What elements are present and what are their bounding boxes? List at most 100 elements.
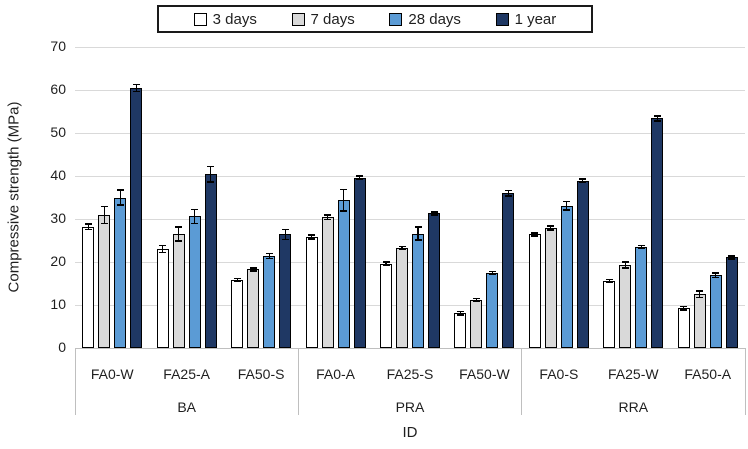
group-label-BA: BA bbox=[177, 399, 196, 415]
legend-item: 28 days bbox=[389, 11, 461, 28]
gridline bbox=[75, 218, 745, 220]
x-axis-title: ID bbox=[402, 424, 418, 441]
bar-28-days-FA0-S bbox=[560, 205, 573, 348]
error-bar-line bbox=[252, 267, 254, 271]
error-bar-line bbox=[507, 190, 510, 196]
legend-label: 1 year bbox=[514, 10, 557, 28]
x-axis-line bbox=[75, 348, 745, 349]
error-bar-cap-top bbox=[504, 189, 512, 192]
legend: 3 days 7 days 28 days 1 year bbox=[157, 5, 593, 33]
error-bar-line bbox=[103, 206, 105, 224]
bar-3-days-FA0-A bbox=[305, 237, 318, 348]
error-bar-cap-top bbox=[100, 205, 108, 208]
category-label-FA50-S: FA50-S bbox=[237, 366, 285, 382]
error-bar-line bbox=[135, 84, 137, 92]
error-bar-line bbox=[491, 271, 494, 275]
error-bar-cap-top bbox=[414, 226, 422, 228]
error-bar-cap-top bbox=[712, 272, 720, 274]
category-label-FA50-A: FA50-A bbox=[684, 366, 732, 382]
error-bar-line bbox=[417, 227, 419, 241]
group-label-PRA: PRA bbox=[395, 399, 425, 415]
legend-swatch-icon bbox=[291, 12, 305, 26]
error-bar-cap-bottom bbox=[175, 240, 183, 242]
error-bar-line bbox=[459, 311, 462, 315]
gridline bbox=[75, 304, 745, 306]
y-tick-label: 10 bbox=[50, 296, 66, 312]
gridline bbox=[75, 46, 745, 48]
error-bar-cap-top bbox=[249, 267, 257, 269]
error-bar-line bbox=[475, 298, 478, 302]
bar-3-days-FA50-A bbox=[677, 308, 690, 348]
error-bar-cap-bottom bbox=[132, 90, 140, 93]
error-bar-line bbox=[656, 115, 658, 121]
error-bar-line bbox=[699, 291, 701, 298]
bar-1-year-FA50-A bbox=[725, 257, 738, 348]
bar-1-year-FA0-W bbox=[130, 87, 143, 348]
error-bar-line bbox=[433, 211, 435, 215]
error-bar-cap-bottom bbox=[249, 270, 257, 272]
error-bar-cap-top bbox=[340, 188, 348, 191]
bar-7-days-FA0-W bbox=[98, 215, 111, 348]
error-bar-cap-top bbox=[191, 208, 199, 211]
legend-item: 1 year bbox=[495, 10, 557, 28]
gridline bbox=[75, 132, 745, 134]
bar-28-days-FA0-A bbox=[337, 200, 350, 348]
bar-7-days-FA50-S bbox=[247, 269, 260, 348]
error-bar-cap-bottom bbox=[281, 238, 289, 241]
error-bar-cap-top bbox=[547, 225, 555, 227]
error-bar-line bbox=[310, 234, 313, 240]
category-label-FA0-S: FA0-S bbox=[539, 366, 579, 382]
error-bar-line bbox=[385, 262, 387, 266]
error-bar-cap-bottom bbox=[159, 251, 167, 254]
bar-1-year-FA50-W bbox=[502, 193, 515, 348]
error-bar-line bbox=[566, 201, 568, 210]
bar-3-days-FA50-W bbox=[454, 313, 467, 348]
error-bar-cap-bottom bbox=[579, 181, 587, 183]
legend-swatch-icon bbox=[495, 12, 509, 26]
error-bar-cap-top bbox=[579, 178, 587, 180]
bar-28-days-FA25-A bbox=[188, 216, 201, 348]
error-bar-cap-bottom bbox=[680, 309, 688, 311]
bar-28-days-FA0-W bbox=[114, 197, 127, 348]
legend-item: 7 days bbox=[291, 10, 355, 28]
error-bar-cap-top bbox=[621, 261, 629, 263]
bar-7-days-FA50-A bbox=[693, 294, 706, 348]
error-bar-line bbox=[608, 279, 610, 283]
y-tick-label: 30 bbox=[50, 210, 66, 226]
y-tick-label: 70 bbox=[50, 38, 66, 54]
y-tick-label: 20 bbox=[50, 253, 66, 269]
error-bar-cap-top bbox=[637, 244, 645, 247]
error-bar-line bbox=[715, 273, 717, 278]
bar-7-days-FA25-W bbox=[619, 265, 632, 348]
error-bar-cap-bottom bbox=[621, 267, 629, 269]
y-tick-label: 50 bbox=[50, 124, 66, 140]
error-bar-cap-bottom bbox=[637, 247, 645, 250]
error-bar-cap-bottom bbox=[233, 280, 241, 283]
error-bar-cap-top bbox=[653, 115, 661, 117]
error-bar-line bbox=[358, 176, 361, 180]
bar-1-year-FA25-S bbox=[428, 213, 440, 348]
error-bar-cap-bottom bbox=[547, 229, 555, 231]
group-divider bbox=[74, 348, 76, 415]
category-label-FA25-W: FA25-W bbox=[608, 366, 659, 382]
error-bar-line bbox=[284, 229, 286, 240]
gridline bbox=[75, 89, 745, 91]
error-bar-cap-top bbox=[84, 223, 92, 225]
bar-28-days-FA50-S bbox=[263, 255, 276, 348]
error-bar-cap-top bbox=[207, 165, 215, 168]
error-bar-cap-top bbox=[175, 226, 183, 228]
error-bar-cap-bottom bbox=[324, 218, 332, 221]
error-bar-cap-bottom bbox=[265, 257, 273, 260]
error-bar-cap-top bbox=[116, 189, 124, 191]
gridline bbox=[75, 261, 745, 263]
error-bar-cap-top bbox=[281, 228, 289, 231]
error-bar-cap-bottom bbox=[398, 248, 406, 251]
bar-7-days-FA0-A bbox=[321, 217, 334, 348]
bar-1-year-FA0-S bbox=[576, 180, 589, 348]
legend-label: 7 days bbox=[310, 10, 355, 28]
error-bar-cap-bottom bbox=[605, 281, 613, 284]
error-bar-cap-top bbox=[430, 211, 438, 213]
error-bar-cap-top bbox=[159, 244, 167, 247]
error-bar-cap-bottom bbox=[504, 195, 512, 197]
